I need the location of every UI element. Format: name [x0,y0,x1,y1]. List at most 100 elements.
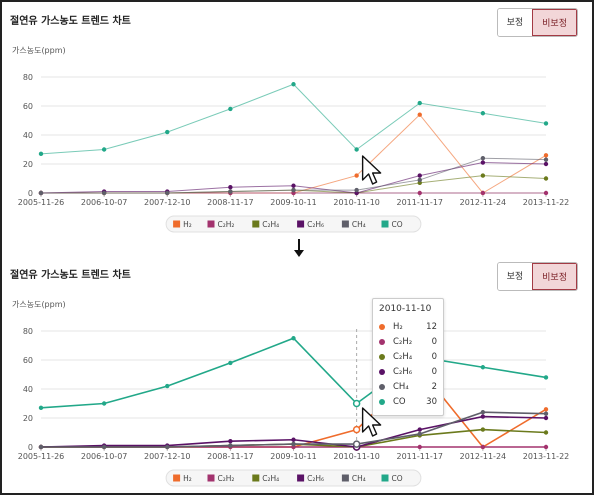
series-dot [379,353,385,360]
data-point [291,183,296,188]
x-tick-label: 2009-10-11 [270,198,317,207]
x-tick-label: 2010-11-10 [333,198,380,207]
mouse-cursor-icon [361,407,382,437]
data-point [291,336,296,341]
data-point [165,129,170,135]
data-point [543,444,549,450]
data-point [228,106,233,112]
data-point [543,121,549,126]
cursor-shape [361,407,382,437]
chart-panel-raw: 절연유 가스농도 트렌드 차트 보정 비보정 가스농도(ppm) 0 20 40 60 8… [4,4,592,240]
cursor-shape [361,155,382,185]
legend-label: C₂H₄ [262,220,279,229]
data-point [228,443,233,448]
chart-title: 절연유 가스농도 트렌드 차트 [10,16,131,27]
data-point [291,187,296,193]
legend-swatch [173,220,181,228]
data-point [417,100,422,106]
data-point [543,411,549,416]
legend-label: CH₄ [352,474,366,483]
x-tick-label: 2006-10-07 [81,198,128,207]
uncorrected-button[interactable]: 비보정 [532,9,577,36]
data-point [543,375,549,380]
tooltip-series-name: CH₄ [393,381,409,392]
data-point [543,415,549,421]
series-dot [379,398,385,405]
legend-label: CH₄ [352,220,366,229]
data-point [354,147,359,152]
legend-box [165,469,422,487]
legend-swatch [207,220,215,228]
x-tick-label: 2007-12-10 [144,198,191,207]
tooltip-value: 0 [431,351,437,362]
chart-title: 절연유 가스농도 트렌드 차트 [10,270,131,281]
data-point [101,147,107,152]
data-point [291,441,296,447]
x-tick-label: 2013-11-22 [523,452,570,461]
data-point [543,190,549,196]
x-tick-label: 2011-11-17 [397,452,444,461]
data-point [38,151,44,157]
legend-swatch [207,474,215,482]
y-tick-label: 60 [23,102,33,111]
x-tick-label: 2012-11-24 [460,452,507,461]
y-tick-label: 80 [23,327,33,336]
data-point [480,155,486,161]
corrected-button[interactable]: 보정 [497,263,533,290]
y-tick-label: 40 [23,131,33,140]
tooltip-row: C₂H₂ 0 [379,334,437,349]
corrected-button[interactable]: 보정 [497,9,533,36]
data-point [354,173,359,178]
legend-label: H₂ [183,220,192,229]
legend-label: C₂H₆ [307,474,324,483]
data-point [480,160,486,165]
uncorrected-button[interactable]: 비보정 [532,263,577,290]
data-point [417,173,422,178]
tooltip-value: 0 [431,366,437,377]
y-tick-label: 0 [28,189,33,198]
mouse-cursor-icon [361,155,382,185]
legend-label: H₂ [183,474,192,483]
legend-label: C₂H₄ [262,474,279,483]
x-tick-label: 2008-11-17 [207,452,254,461]
x-tick-label: 2006-10-07 [81,452,128,461]
y-tick-label: 20 [23,160,33,169]
tooltip-value: 0 [431,336,437,347]
data-point [101,401,107,406]
data-point [165,383,170,389]
data-point [228,360,233,366]
data-point [480,190,486,196]
data-point [165,444,170,450]
data-point [291,82,296,87]
data-point [352,425,361,434]
series-line [41,113,547,194]
data-point [417,190,422,196]
data-point [417,444,422,450]
legend-swatch [341,220,349,228]
data-point [480,173,486,178]
tooltip-row: CH₄ 2 [379,379,437,394]
correction-toggle: 보정 비보정 [496,8,578,37]
series-dot [379,338,385,345]
y-axis-label: 가스농도(ppm) [12,300,66,309]
legend-label: CO [392,220,403,229]
y-tick-label: 0 [28,443,33,452]
series-line [40,337,547,409]
tooltip-row: CO 30 [379,394,437,409]
x-tick-label: 2008-11-17 [207,198,254,207]
x-tick-label: 2013-11-22 [523,198,570,207]
x-tick-label: 2012-11-24 [460,198,507,207]
tooltip-value: 12 [426,321,437,332]
data-point [352,399,361,408]
data-point [480,427,486,432]
legend-swatch [252,474,260,482]
legend-swatch [297,474,305,482]
series-line [41,367,547,449]
tooltip-row: C₂H₄ 0 [379,349,437,364]
x-tick-label: 2010-11-10 [333,452,380,461]
data-point [543,153,549,158]
tooltip-date: 2010-11-10 [379,304,432,314]
x-tick-label: 2005-11-26 [18,452,65,461]
